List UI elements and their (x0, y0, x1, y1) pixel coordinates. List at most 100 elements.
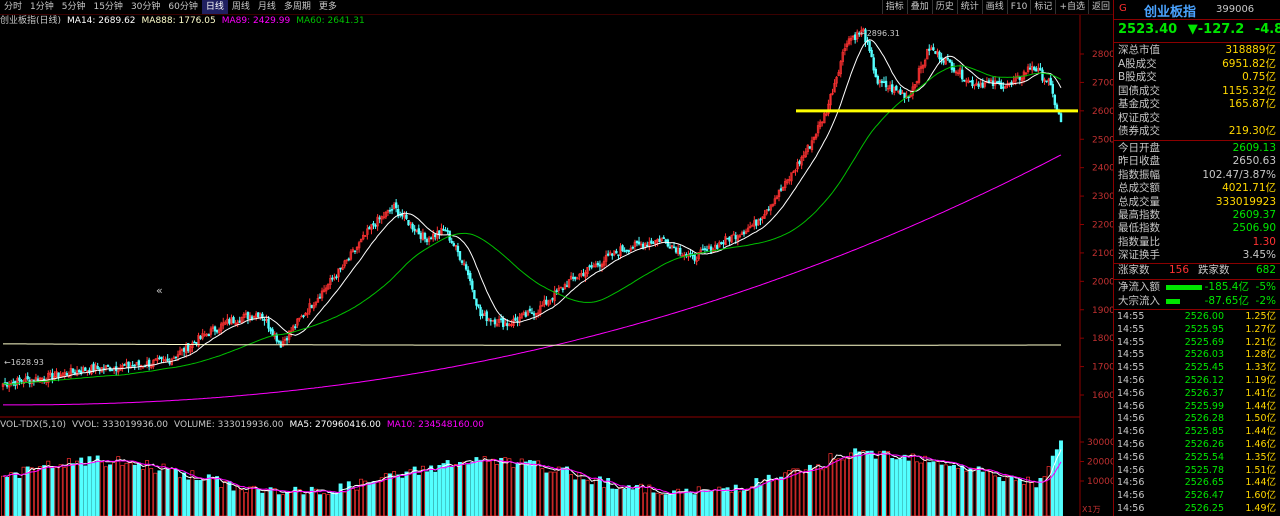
period-tab-10[interactable]: 更多 (318, 2, 337, 12)
candle-body (621, 245, 624, 252)
volume-bar (923, 455, 928, 516)
stat-label: 指数振幅 (1118, 168, 1160, 181)
candle-body (845, 43, 849, 48)
candle-body (434, 234, 437, 238)
tick-price: 2525.78 (1184, 464, 1224, 476)
tool-button-8[interactable]: 返回 (1087, 0, 1113, 14)
tick-time: 14:56 (1117, 502, 1145, 514)
candle-body (477, 304, 480, 307)
candle-body (287, 330, 291, 340)
candle-body (466, 269, 470, 276)
tick-row: 14:56 2525.54 1.35亿 (1114, 452, 1280, 465)
volume-bar (13, 472, 18, 516)
candle-body (977, 83, 980, 87)
volume-bar (371, 481, 376, 516)
candle-body (1028, 67, 1032, 70)
volume-bar (396, 474, 401, 516)
period-tab-6[interactable]: 日线 (201, 0, 228, 14)
candle-body (995, 81, 999, 84)
candle-body (170, 359, 173, 366)
volume-bar (293, 486, 298, 516)
tool-button-4[interactable]: 画线 (981, 0, 1007, 14)
candle-body (92, 363, 95, 372)
stat-row: 最高指数 2609.37 (1114, 209, 1280, 222)
candle-body (446, 230, 449, 232)
volume-bar (1005, 475, 1010, 516)
kline-chart[interactable]: 1600 1700 1800 1900 2000 2100 2200 2300 2400 2500… (0, 0, 1113, 516)
candle-body (954, 71, 958, 74)
candle-body (425, 239, 429, 243)
volume-bar (919, 462, 923, 516)
period-tab-8[interactable]: 月线 (257, 2, 276, 12)
candle-body (532, 313, 536, 316)
candle-body (611, 253, 614, 256)
period-tab-3[interactable]: 15分钟 (93, 2, 123, 12)
candle-body (631, 247, 635, 249)
flow-value: -185.4亿 (1204, 281, 1249, 293)
volume-bar (235, 485, 240, 516)
ma888-line (3, 343, 1061, 346)
tick-list[interactable]: 14:55 2526.00 1.25亿 14:55 2525.95 1.27亿 14:55 2… (1114, 311, 1280, 516)
stat-label: B股成交 (1118, 71, 1157, 83)
volume-bar (219, 487, 224, 516)
candle-body (664, 239, 667, 242)
volume-bar (5, 477, 10, 516)
volume-bar (816, 464, 821, 516)
candle-body (257, 312, 260, 318)
volume-bar (425, 471, 429, 516)
tick-row: 14:55 2525.45 1.33亿 (1114, 362, 1280, 375)
candle-body (932, 47, 935, 51)
candle-body (514, 317, 517, 321)
tool-button-7[interactable]: +自选 (1055, 0, 1088, 14)
volume-bar (894, 459, 899, 516)
vol-tick-label: 30000 (1087, 438, 1113, 448)
period-tab-4[interactable]: 30分钟 (130, 2, 161, 12)
stat-label: 总成交额 (1118, 182, 1160, 195)
tool-button-0[interactable]: 指标 (881, 0, 907, 14)
period-tab-2[interactable]: 5分钟 (61, 2, 86, 12)
candle-body (553, 290, 556, 302)
period-tab-1[interactable]: 1分钟 (30, 2, 54, 12)
candle-body (792, 171, 795, 174)
candle-body (541, 304, 544, 307)
candle-body (827, 103, 830, 114)
candle-body (464, 264, 468, 270)
tool-button-2[interactable]: 历史 (931, 0, 957, 14)
candle-body (407, 219, 410, 226)
volume-bar (844, 456, 849, 516)
volume-bar (1009, 475, 1014, 516)
stat-value: 3.45% (1242, 249, 1276, 262)
volume-bar (103, 466, 108, 516)
volume-bar (890, 458, 895, 516)
tool-button-6[interactable]: 标记 (1030, 0, 1055, 14)
candle-body (726, 237, 729, 240)
y-tick-label: 1800 (1092, 334, 1113, 344)
volume-bar (153, 472, 158, 516)
flow-pct: -2% (1255, 294, 1276, 307)
candle-body (219, 323, 223, 331)
volume-bar (519, 458, 524, 516)
stat-label: 总成交量 (1118, 195, 1160, 208)
ma14-line (2, 39, 1062, 386)
tick-price: 2526.00 (1184, 311, 1224, 322)
candle-body (520, 313, 523, 319)
tool-button-5[interactable]: F10 (1006, 0, 1031, 14)
candle-body (485, 311, 488, 322)
period-tab-9[interactable]: 多周期 (283, 2, 311, 12)
candle-body (324, 287, 328, 292)
down-count-label: 跌家数 (1198, 264, 1230, 276)
volume-bar (334, 492, 339, 516)
tick-row: 14:56 2526.37 1.41亿 (1114, 388, 1280, 401)
period-tab-7[interactable]: 周线 (231, 2, 250, 12)
volume-bar (326, 494, 331, 516)
tick-row: 14:56 2525.78 1.51亿 (1114, 465, 1280, 478)
volume-bar (429, 465, 434, 516)
volume-bar (42, 465, 47, 516)
tool-button-1[interactable]: 叠加 (906, 0, 932, 14)
tool-button-3[interactable]: 统计 (956, 0, 982, 14)
period-tab-0[interactable]: 分时 (4, 2, 23, 12)
period-tab-5[interactable]: 60分钟 (168, 2, 198, 12)
candle-body (773, 198, 777, 205)
stat-value: 2609.13 (1232, 142, 1276, 154)
volume-bar (260, 492, 265, 516)
